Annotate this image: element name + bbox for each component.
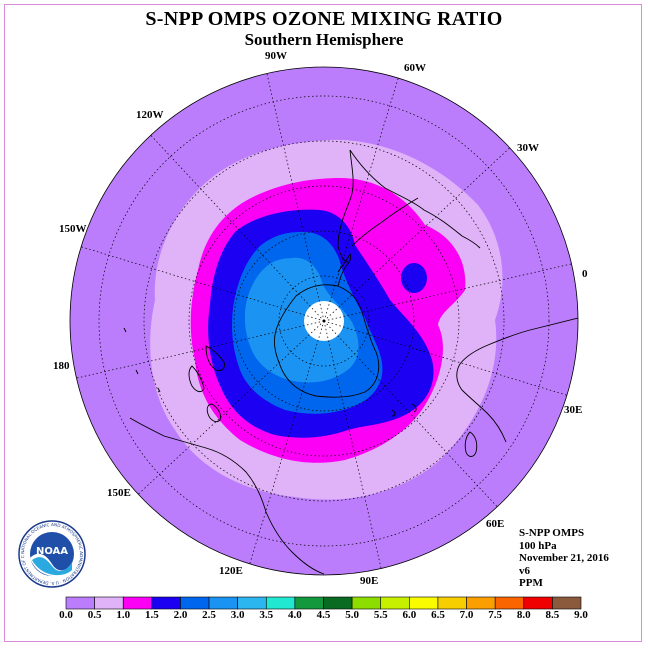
parallel-gridlines <box>98 95 550 547</box>
legend-tick-label: 6.5 <box>431 609 445 621</box>
legend-tick-label: 1.5 <box>144 609 159 621</box>
ozone-band-2.5-3.0 <box>244 257 359 383</box>
legend-tick-label: 4.0 <box>288 609 302 621</box>
australia-coastline <box>129 417 325 575</box>
parallel-circle <box>233 230 415 412</box>
lon-label-90w: 90W <box>265 50 287 62</box>
noaa-logo: NATIONAL OCEANIC AND ATMOSPHERIC ADMINIS… <box>18 520 86 588</box>
parallel-circle <box>143 140 505 502</box>
lon-label-180: 180 <box>53 360 70 372</box>
lon-label-90e: 90E <box>360 575 379 587</box>
lon-label-150w: 150W <box>59 223 87 235</box>
lon-label-120w: 120W <box>136 109 164 121</box>
new-zealand-north <box>205 345 225 371</box>
legend-tick-label: 3.0 <box>230 609 245 621</box>
legend-tick-label: 3.5 <box>259 609 274 621</box>
info-units: PPM <box>519 577 543 589</box>
info-instrument: S-NPP OMPS <box>519 527 585 539</box>
tasmania <box>206 403 221 423</box>
lon-label-60e: 60E <box>486 518 505 530</box>
legend-tick-label: 7.0 <box>459 609 474 621</box>
legend-tick-label: 5.0 <box>345 609 359 621</box>
madagascar <box>464 431 478 457</box>
info-version: v6 <box>519 564 530 577</box>
legend-tick-label: 1.0 <box>116 609 131 621</box>
parallel-circle <box>278 275 370 367</box>
map-subtitle: Southern Hemisphere <box>244 30 404 49</box>
lon-label-30w: 30W <box>517 142 539 154</box>
legend-tick-label: 7.5 <box>488 609 503 621</box>
legend-tick-label: 6.0 <box>402 609 417 621</box>
pacific-islands <box>123 327 161 393</box>
info-date: November 21, 2016 <box>519 552 609 564</box>
info-level: 100 hPa <box>519 539 557 552</box>
globe-outline <box>69 66 579 576</box>
indian-ocean-islands <box>391 403 417 417</box>
lon-label-120e: 120E <box>219 565 243 577</box>
legend-tick-label: 2.0 <box>173 609 188 621</box>
south-america-coast-east <box>351 197 419 247</box>
new-zealand-south <box>188 365 205 393</box>
legend-tick-label: 2.5 <box>202 609 216 621</box>
south-america-coastline <box>337 149 481 263</box>
legend-tick-label: 9.0 <box>574 609 588 621</box>
lon-label-30e: 30E <box>564 404 583 416</box>
lon-label-150e: 150E <box>107 487 131 499</box>
legend-tick-label: 8.0 <box>516 609 531 621</box>
lon-label-0: 0 <box>582 268 588 280</box>
ozone-band-1.5-2.0-island <box>401 263 427 293</box>
noaa-logo-text: NOAA <box>36 546 68 557</box>
parallel-circle <box>188 185 460 457</box>
legend-tick-label: 5.5 <box>373 609 388 621</box>
africa-coastline <box>456 317 578 443</box>
coastlines <box>123 149 578 575</box>
legend-tick-label: 4.5 <box>316 609 331 621</box>
legend-tick-label: 8.5 <box>545 609 560 621</box>
legend-tick-label: 0.0 <box>59 609 73 621</box>
antarctic-peninsula <box>337 252 352 287</box>
legend-tick-label: 0.5 <box>87 609 102 621</box>
info-block: S-NPP OMPS 100 hPa November 21, 2016 v6 … <box>519 527 609 590</box>
lon-label-60w: 60W <box>404 62 426 74</box>
figure-frame <box>4 4 642 642</box>
antarctica-coastline <box>273 284 380 398</box>
map-title: S-NPP OMPS OZONE MIXING RATIO <box>145 8 503 30</box>
ozone-field <box>70 67 578 575</box>
parallel-circle <box>98 95 550 547</box>
